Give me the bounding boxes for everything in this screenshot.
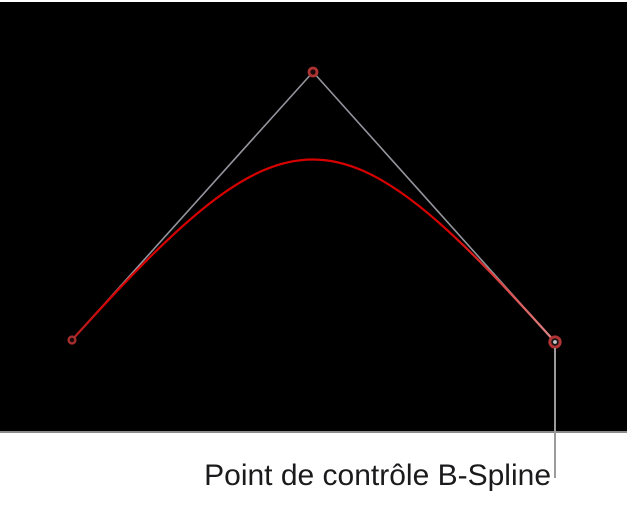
motion-canvas (0, 2, 627, 433)
control-point-right-center (553, 340, 557, 344)
bspline-curve (70, 158, 557, 344)
control-point-left[interactable] (67, 335, 77, 345)
control-point-top[interactable] (307, 66, 319, 78)
callout-leader-line (554, 348, 556, 478)
control-polygon-line (71, 71, 556, 343)
bspline-overlay (67, 66, 562, 349)
callout-label: Point de contrôle B-Spline (204, 459, 551, 492)
